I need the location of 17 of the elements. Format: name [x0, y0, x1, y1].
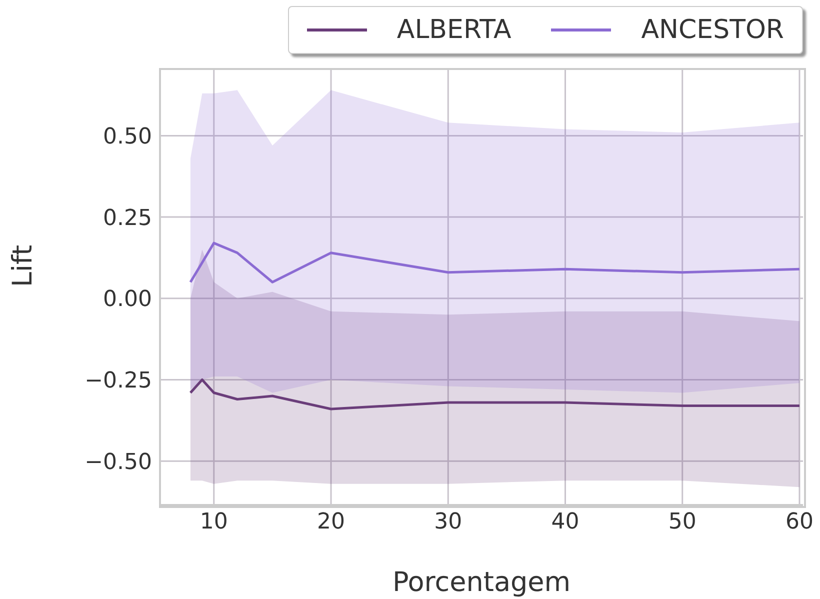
x-tick-label: 50 — [668, 510, 696, 535]
x-tick-label: 40 — [551, 510, 580, 535]
y-axis-title: Lift — [8, 244, 39, 287]
x-axis-title: Porcentagem — [392, 567, 571, 598]
x-tick-label: 30 — [434, 510, 462, 535]
y-tick-label: 0.50 — [103, 124, 152, 150]
x-tick-label: 20 — [317, 510, 345, 535]
line-series — [189, 378, 801, 410]
y-tick-label: −0.50 — [84, 450, 152, 475]
line-series — [189, 242, 801, 284]
y-tick-label: 0.00 — [103, 287, 152, 312]
legend-label: ALBERTA — [396, 15, 512, 45]
y-tick-label: −0.25 — [84, 368, 152, 394]
x-tick-label: 60 — [785, 510, 814, 535]
x-tick-label: 10 — [200, 510, 228, 535]
y-tick-label: 0.25 — [103, 206, 152, 231]
legend-label: ANCESTOR — [641, 15, 784, 45]
